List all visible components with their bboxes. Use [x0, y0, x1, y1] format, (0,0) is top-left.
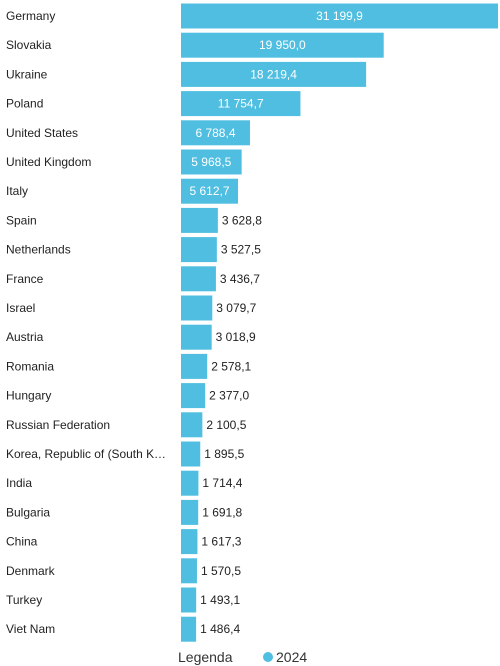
bar-row: India 1 714,4: [6, 470, 243, 496]
bar[interactable]: [181, 237, 217, 263]
bar-row: United States 6 788,4: [6, 120, 250, 146]
category-label: Romania: [6, 359, 54, 373]
category-label: France: [6, 272, 44, 286]
bar[interactable]: [181, 470, 199, 496]
bar[interactable]: [181, 32, 384, 58]
bar[interactable]: [181, 529, 198, 555]
value-label: 1 895,5: [204, 447, 244, 461]
value-label: 3 079,7: [216, 301, 256, 315]
bar-row: Slovakia 19 950,0: [6, 32, 384, 58]
value-label: 1 570,5: [201, 564, 241, 578]
bar[interactable]: [181, 441, 201, 467]
bar[interactable]: [181, 412, 203, 438]
legend[interactable]: Legenda 2024: [178, 649, 307, 665]
value-label: 3 018,9: [216, 330, 256, 344]
value-label: 5 612,7: [189, 184, 229, 198]
bar[interactable]: [181, 266, 216, 292]
category-label: Germany: [6, 9, 55, 23]
value-label: 1 493,1: [200, 593, 240, 607]
category-label: China: [6, 535, 38, 549]
bar-row: Denmark 1 570,5: [6, 558, 241, 584]
bar-row: Korea, Republic of (South K… 1 895,5: [6, 441, 245, 467]
value-label: 2 377,0: [209, 389, 249, 403]
bar-row: Austria 3 018,9: [6, 324, 256, 350]
bar-row: Hungary 2 377,0: [6, 383, 250, 409]
legend-series-label: 2024: [276, 649, 307, 665]
legend-series-marker: [263, 652, 273, 662]
bar-row: Italy 5 612,7: [6, 178, 239, 204]
bar[interactable]: [181, 383, 206, 409]
category-label: Slovakia: [6, 38, 52, 52]
category-label: Russian Federation: [6, 418, 110, 432]
bar-row: Israel 3 079,7: [6, 295, 257, 321]
bar[interactable]: [181, 120, 250, 146]
bar[interactable]: [181, 149, 242, 175]
value-label: 2 100,5: [206, 418, 246, 432]
category-label: Israel: [6, 301, 35, 315]
category-label: Turkey: [6, 593, 42, 607]
bar-row: Germany 31 199,9: [6, 3, 498, 29]
bar[interactable]: [181, 207, 218, 233]
bar-row: Netherlands 3 527,5: [6, 237, 261, 263]
value-label: 3 436,7: [220, 272, 260, 286]
category-label: Viet Nam: [6, 622, 55, 636]
value-label: 3 527,5: [221, 243, 261, 257]
value-label: 1 617,3: [201, 535, 241, 549]
bar[interactable]: [181, 178, 239, 204]
category-label: Korea, Republic of (South K…: [6, 447, 166, 461]
bar[interactable]: [181, 3, 498, 29]
bar-row: Bulgaria 1 691,8: [6, 499, 243, 525]
category-label: Poland: [6, 97, 43, 111]
value-label: 2 578,1: [211, 359, 251, 373]
category-label: United States: [6, 126, 78, 140]
bar[interactable]: [181, 91, 301, 117]
value-label: 1 714,4: [202, 476, 242, 490]
bar[interactable]: [181, 353, 208, 379]
bar[interactable]: [181, 558, 197, 584]
legend-title: Legenda: [178, 649, 233, 665]
value-label: 18 219,4: [250, 67, 297, 81]
category-label: United Kingdom: [6, 155, 91, 169]
value-label: 11 754,7: [218, 97, 264, 111]
bar-row: Turkey 1 493,1: [6, 587, 241, 613]
category-label: Denmark: [6, 564, 56, 578]
category-label: Italy: [6, 184, 28, 198]
value-label: 31 199,9: [316, 9, 363, 23]
category-label: Hungary: [6, 389, 51, 403]
value-label: 1 486,4: [200, 622, 240, 636]
category-label: Spain: [6, 213, 37, 227]
bar[interactable]: [181, 61, 367, 87]
bar-row: Viet Nam 1 486,4: [6, 616, 240, 642]
bar[interactable]: [181, 324, 212, 350]
value-label: 1 691,8: [202, 505, 242, 519]
bar-row: United Kingdom 5 968,5: [6, 149, 242, 175]
bar[interactable]: [181, 295, 213, 321]
value-label: 3 628,8: [222, 213, 262, 227]
bar-row: Poland 11 754,7: [6, 91, 301, 117]
category-label: Netherlands: [6, 243, 71, 257]
chart-rows: Germany 31 199,9 Slovakia 19 950,0 Ukraine 18…: [6, 3, 498, 642]
bar-row: Russian Federation 2 100,5: [6, 412, 247, 438]
bar[interactable]: [181, 587, 197, 613]
bar-row: Spain 3 628,8: [6, 207, 262, 233]
bar[interactable]: [181, 616, 197, 642]
category-label: Austria: [6, 330, 44, 344]
value-label: 5 968,5: [191, 155, 231, 169]
bar-row: China 1 617,3: [6, 529, 242, 555]
category-label: India: [6, 476, 32, 490]
value-label: 6 788,4: [195, 126, 235, 140]
value-label: 19 950,0: [259, 38, 306, 52]
category-label: Bulgaria: [6, 505, 50, 519]
bar-row: France 3 436,7: [6, 266, 260, 292]
category-label: Ukraine: [6, 67, 48, 81]
bar-row: Ukraine 18 219,4: [6, 61, 367, 87]
bar[interactable]: [181, 499, 199, 525]
bar-row: Romania 2 578,1: [6, 353, 252, 379]
